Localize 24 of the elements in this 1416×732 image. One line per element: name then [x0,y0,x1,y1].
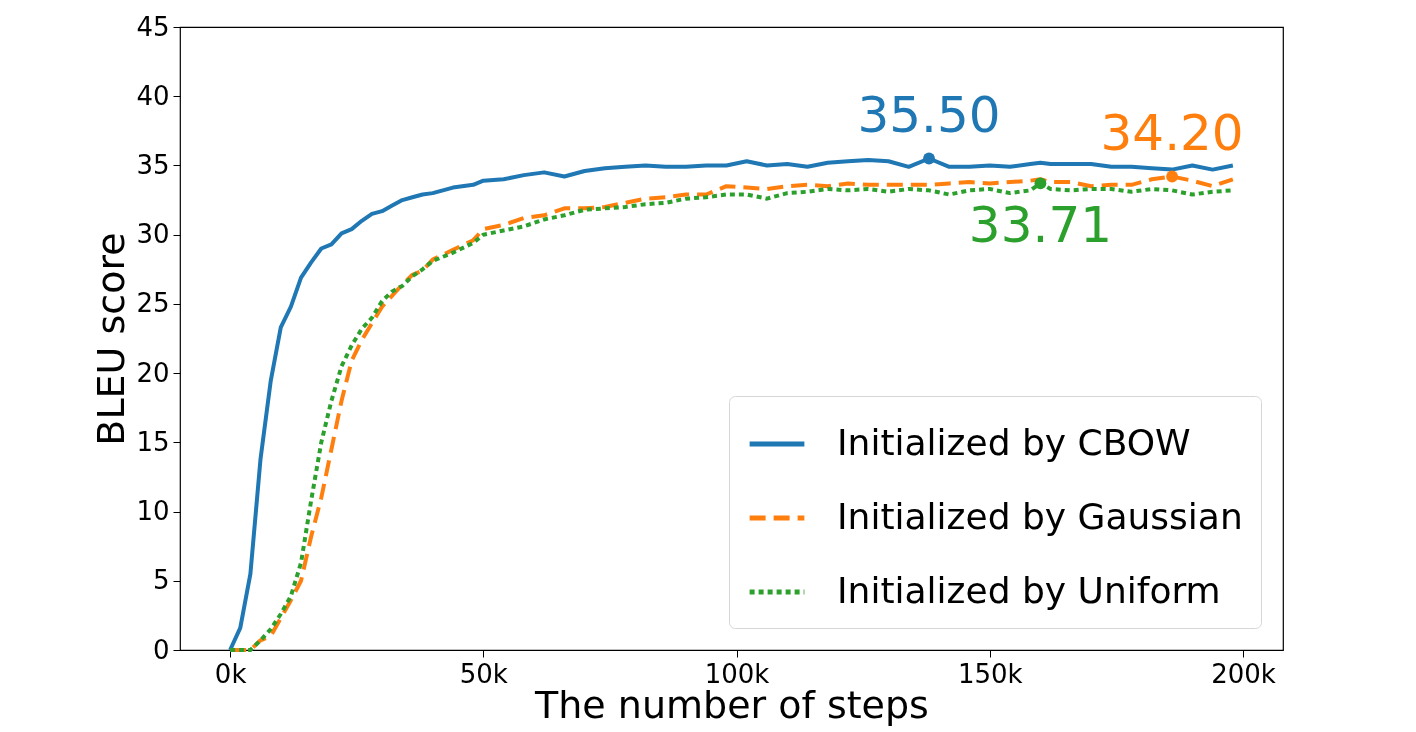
x-tick-label: 0k [214,658,247,689]
y-axis-title: BLEU score [89,232,134,446]
x-tick-label: 50k [459,658,508,689]
point [1166,170,1179,183]
x-tick-label: 150k [957,658,1023,689]
y-tick-label: 20 [136,357,170,388]
data-label: 34.20 [1100,103,1244,162]
y-tick-label: 45 [136,11,170,42]
point [923,152,935,165]
y-tick-label: 10 [136,496,170,527]
y-tick-label: 15 [136,426,170,457]
legend-label: Initialized by Uniform [837,570,1221,611]
y-tick-label: 30 [136,219,170,250]
x-tick-label: 200k [1211,658,1276,689]
legend-label: Initialized by Gaussian [837,496,1243,537]
y-tick-label: 40 [136,80,170,111]
y-tick-label: 0 [152,634,170,665]
data-label: 33.71 [968,196,1112,255]
data-label: 35.50 [857,85,1001,144]
y-tick-label: 25 [136,288,170,319]
point [1034,177,1047,190]
y-tick-label: 35 [136,149,170,180]
legend-label: Initialized by CBOW [837,422,1191,463]
y-tick-label: 5 [152,565,170,596]
